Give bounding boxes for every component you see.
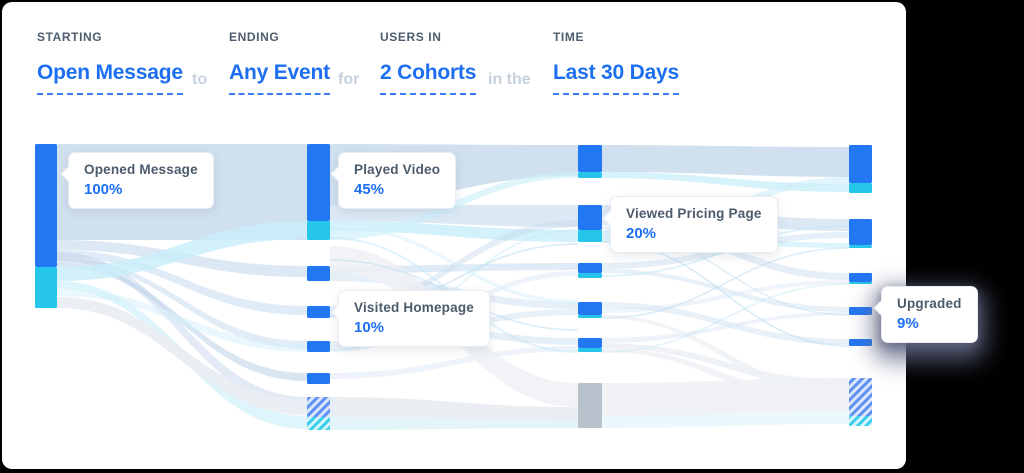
sankey-node-col3-cyan[interactable] [578, 230, 602, 242]
sankey-node-col2-blue[interactable] [307, 266, 330, 281]
sankey-node-col4-cyan[interactable] [849, 282, 872, 284]
tooltip-label: Upgraded [897, 296, 962, 311]
sankey-node-col3-gray[interactable] [578, 383, 602, 428]
sankey-node-col2-blue[interactable] [307, 306, 330, 318]
filter-value-time-range[interactable]: Last 30 Days [553, 61, 679, 95]
tooltip-percent: 9% [897, 315, 919, 332]
sankey-node-col4-cyan[interactable] [849, 245, 872, 248]
tooltip-percent: 100% [84, 181, 123, 198]
sankey-node-col4-hatchCyan[interactable] [849, 416, 872, 426]
sankey-node-col2-blue[interactable] [307, 373, 330, 384]
sankey-node-col4-blue[interactable] [849, 145, 872, 183]
sankey-tooltip: Viewed Pricing Page 20% [610, 196, 778, 253]
sankey-node-col3-blue[interactable] [578, 338, 602, 348]
sankey-node-col3-cyan[interactable] [578, 315, 602, 318]
sankey-node-col2-hatchCyan[interactable] [307, 417, 330, 430]
filter-label-starting: STARTING [37, 30, 103, 44]
tooltip-percent: 20% [626, 225, 657, 242]
sankey-node-col2-hatchBlue[interactable] [307, 397, 330, 417]
tooltip-percent: 10% [354, 319, 385, 336]
filter-group-users-in: USERS IN 2 Cohorts [380, 30, 476, 95]
filter-group-starting: STARTING Open Message [37, 30, 183, 95]
sankey-node-col2-blue[interactable] [307, 341, 330, 352]
tooltip-percent: 45% [354, 181, 385, 198]
sankey-node-col3-cyan[interactable] [578, 273, 602, 278]
filter-label-users-in: USERS IN [380, 30, 442, 44]
filter-group-ending: ENDING Any Event [229, 30, 330, 95]
filter-group-time: TIME Last 30 Days [553, 30, 679, 95]
tooltip-label: Played Video [354, 162, 441, 177]
sankey-node-col3-blue[interactable] [578, 145, 602, 172]
sankey-node-col3-cyan[interactable] [578, 348, 602, 352]
sankey-node-col2-cyan[interactable] [307, 221, 330, 240]
sankey-nodes [35, 144, 872, 430]
sankey-node-col1-blue[interactable] [35, 144, 57, 267]
sankey-tooltip: Upgraded 9% [881, 286, 978, 343]
sankey-tooltip: Visited Homepage 10% [338, 290, 490, 347]
sankey-node-col3-blue[interactable] [578, 205, 602, 230]
tooltip-label: Visited Homepage [354, 300, 474, 315]
sankey-node-col3-cyan[interactable] [578, 172, 602, 178]
sankey-node-col3-blue[interactable] [578, 302, 602, 315]
sankey-node-col4-blue[interactable] [849, 219, 872, 245]
sankey-node-col4-hatchBlue[interactable] [849, 378, 872, 416]
filter-value-ending-event[interactable]: Any Event [229, 61, 330, 95]
filter-connector-for: for [338, 71, 360, 88]
sankey-node-col4-blue[interactable] [849, 307, 872, 315]
filter-value-cohorts[interactable]: 2 Cohorts [380, 61, 476, 95]
filter-connector-to: to [192, 71, 208, 88]
tooltip-label: Viewed Pricing Page [626, 206, 762, 221]
sankey-node-col4-cyan[interactable] [849, 183, 872, 193]
filter-label-time: TIME [553, 30, 585, 44]
filter-value-starting-event[interactable]: Open Message [37, 61, 183, 95]
sankey-node-col2-blue[interactable] [307, 144, 330, 221]
sankey-node-col1-cyan[interactable] [35, 267, 57, 308]
sankey-tooltip: Opened Message 100% [68, 152, 214, 209]
filter-label-ending: ENDING [229, 30, 280, 44]
filter-connector-in-the: in the [488, 71, 531, 88]
sankey-tooltip: Played Video 45% [338, 152, 457, 209]
sankey-node-col4-blue[interactable] [849, 339, 872, 346]
tooltip-label: Opened Message [84, 162, 198, 177]
sankey-node-col4-blue[interactable] [849, 273, 872, 282]
sankey-node-col3-blue[interactable] [578, 263, 602, 273]
